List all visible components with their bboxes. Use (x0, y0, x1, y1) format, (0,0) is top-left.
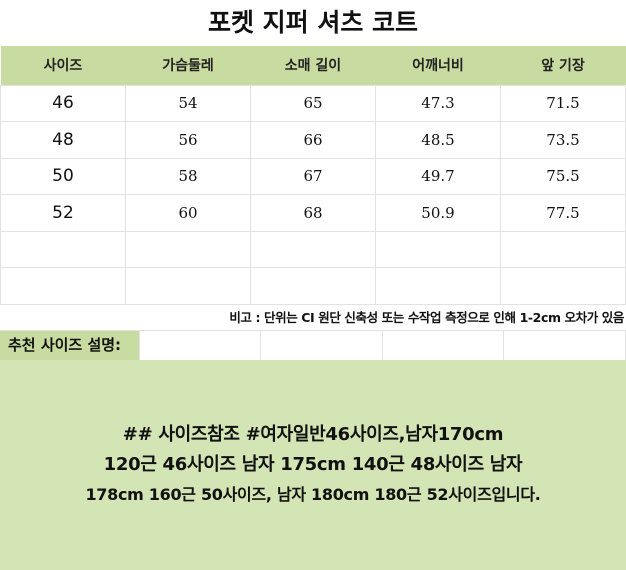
table-row: 52 60 68 50.9 77.5 (0, 194, 626, 232)
table-cell: 66 (250, 121, 376, 159)
table-cell: 54 (125, 84, 251, 123)
table-row: 48 56 66 48.5 73.5 (0, 121, 626, 159)
table-cell: 60 (125, 194, 251, 232)
table-cell (125, 267, 251, 306)
empty-cell (261, 331, 383, 360)
note-line: 178cm 160근 50사이즈, 남자 180cm 180근 52사이즈입니다… (85, 485, 541, 504)
table-cell (500, 267, 626, 306)
table-cell: 56 (125, 121, 251, 159)
table-row: 46 54 65 47.3 71.5 (0, 84, 626, 123)
table-cell: 71.5 (500, 84, 626, 123)
note-line: 120근 46사이즈 남자 175cm 140근 48사이즈 남자 (103, 454, 523, 475)
table-cell: 68 (250, 194, 376, 232)
table-cell (375, 267, 501, 306)
page-title: 포켓 지퍼 셔츠 코트 (207, 8, 419, 37)
table-cell: 46 (0, 84, 126, 123)
column-header: 사이즈 (0, 46, 126, 85)
recommend-label: 추천 사이즈 설명: (0, 331, 140, 360)
table-cell (125, 230, 251, 269)
column-header: 가슴둘레 (125, 46, 251, 85)
column-header: 앞 기장 (500, 46, 626, 85)
table-cell: 50.9 (375, 194, 501, 232)
table-cell: 48.5 (375, 121, 501, 159)
table-cell: 48 (0, 121, 126, 159)
table-row (0, 230, 626, 269)
header-row: 사이즈 가슴둘레 소매 길이 어깨너비 앞 기장 (0, 46, 626, 85)
table-cell: 52 (0, 194, 126, 232)
table-cell (0, 267, 126, 306)
table-cell: 67 (250, 157, 376, 196)
table-row: 50 58 67 49.7 75.5 (0, 157, 626, 196)
table-cell: 75.5 (500, 157, 626, 196)
empty-cell (383, 331, 505, 360)
table-cell: 47.3 (375, 84, 501, 123)
table-cell (0, 230, 126, 269)
table-cell (500, 230, 626, 269)
recommend-row: 추천 사이즈 설명: (0, 331, 626, 360)
table-cell: 73.5 (500, 121, 626, 159)
table-cell: 65 (250, 84, 376, 123)
table-row (0, 267, 626, 306)
remark-text: 비고 : 단위는 CI 원단 신축성 또는 수작업 측정으로 인해 1-2cm … (0, 305, 626, 331)
table-cell: 49.7 (375, 157, 501, 196)
empty-cell (504, 331, 626, 360)
empty-cell (140, 331, 262, 360)
table-cell: 50 (0, 157, 126, 196)
column-header: 어깨너비 (375, 46, 501, 85)
size-table: 사이즈 가슴둘레 소매 길이 어깨너비 앞 기장 46 54 65 47.3 71.5 48 56 6… (0, 46, 626, 306)
table-cell (250, 267, 376, 306)
table-cell (375, 230, 501, 269)
column-header: 소매 길이 (250, 46, 376, 85)
note-line: ## 사이즈참조 #여자일반46사이즈,남자170cm (122, 424, 504, 445)
table-cell: 77.5 (500, 194, 626, 232)
size-note: ## 사이즈참조 #여자일반46사이즈,남자170cm 120근 46사이즈 남… (0, 360, 626, 570)
table-cell: 58 (125, 157, 251, 196)
table-cell (250, 230, 376, 269)
